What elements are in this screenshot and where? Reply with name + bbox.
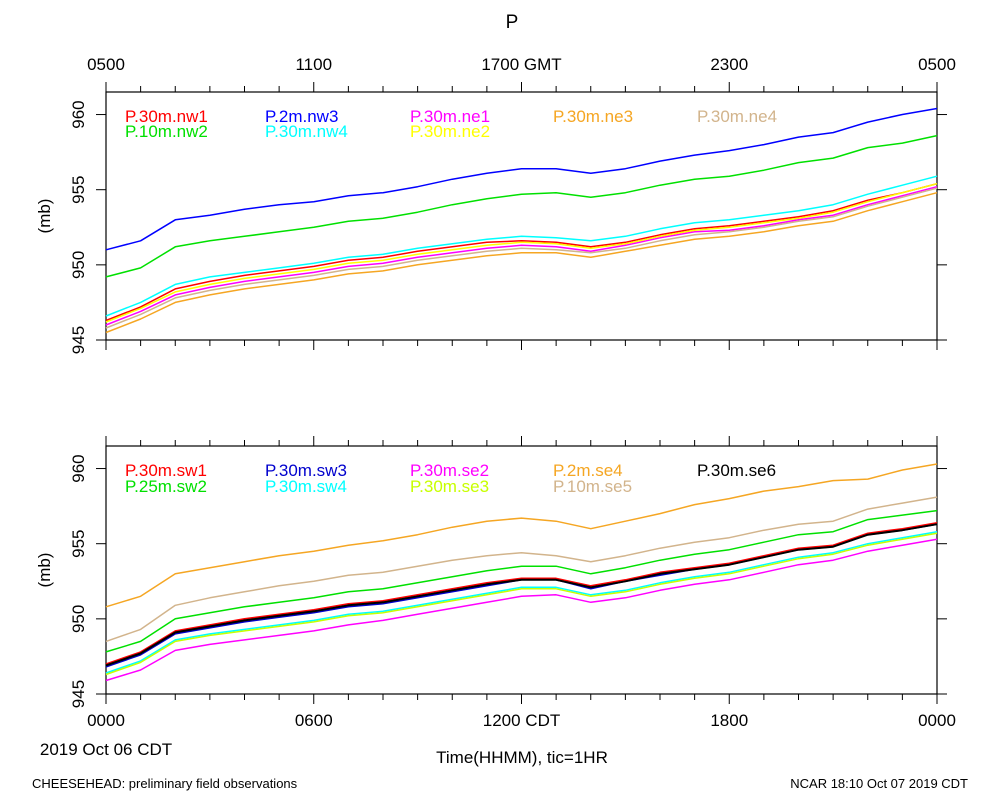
legend-entry-P-30m-se2: P.30m.se2	[410, 461, 489, 480]
top-panel-ylabel: (mb)	[35, 199, 54, 234]
figure-title: P	[506, 12, 519, 33]
series-line-P-2m-se4	[105, 463, 938, 608]
x-axis-label: Time(HHMM), tic=1HR	[436, 748, 608, 767]
cdt-tick-label: 0000	[918, 711, 956, 730]
legend-entry-P-30m-sw4: P.30m.sw4	[265, 477, 347, 496]
gmt-tick-label: 1100	[295, 55, 332, 74]
series-line-P-10m-se5	[105, 496, 938, 643]
cdt-tick-label: 0600	[295, 711, 333, 730]
y-tick-label: 960	[69, 100, 88, 128]
series-line-P-2m-nw3	[105, 107, 938, 251]
bottom-panel-series	[105, 463, 938, 682]
y-tick-label: 945	[69, 326, 88, 354]
y-tick-label: 960	[69, 454, 88, 482]
series-line-P-30m-ne3	[105, 191, 938, 334]
cdt-tick-labels: 0000 0600 1200 CDT 1800 0000	[87, 711, 956, 730]
legend-entry-P-2m-nw3: P.2m.nw3	[265, 107, 338, 126]
top-panel-legend: P.30m.nw1 P.2m.nw3 P.30m.ne1 P.30m.ne3 P.30m…	[125, 107, 777, 141]
series-line-P-30m-nw4	[105, 175, 938, 317]
legend-entry-P-10m-nw2: P.10m.nw2	[125, 122, 208, 141]
legend-entry-P-30m-sw1: P.30m.sw1	[125, 461, 207, 480]
gmt-tick-label: 1700 GMT	[481, 55, 561, 74]
legend-entry-P-30m-nw1: P.30m.nw1	[125, 107, 208, 126]
series-line-P-30m-se3	[105, 532, 938, 676]
top-panel-x-ticks	[105, 82, 938, 350]
cdt-tick-label: 0000	[87, 711, 125, 730]
top-panel: 945 950 955 960 0500 1100 1700 GMT 2300 0500 (m…	[35, 55, 956, 354]
bottom-panel: 945 950 955 960 0000 0600 1200 CDT 1800 0000 (m…	[35, 436, 956, 730]
gmt-tick-label: 0500	[87, 55, 125, 74]
y-tick-label: 950	[69, 251, 88, 279]
bottom-panel-x-ticks	[105, 436, 938, 704]
legend-entry-P-25m-sw2: P.25m.sw2	[125, 477, 207, 496]
gmt-tick-label: 2300	[710, 55, 748, 74]
legend-entry-P-10m-se5: P.10m.se5	[553, 477, 632, 496]
series-line-P-30m-se2	[105, 538, 938, 682]
bottom-panel-legend: P.30m.sw1 P.30m.sw3 P.30m.se2 P.2m.se4 P.30m…	[125, 461, 776, 496]
y-tick-label: 945	[69, 680, 88, 708]
series-line-P-30m-sw1	[105, 521, 938, 665]
legend-entry-P-30m-sw3: P.30m.sw3	[265, 461, 347, 480]
series-line-P-30m-se6	[105, 523, 938, 667]
legend-entry-P-30m-ne3: P.30m.ne3	[553, 107, 633, 126]
series-line-P-30m-sw4	[105, 530, 938, 674]
cdt-tick-label: 1200 CDT	[483, 711, 560, 730]
date-label: 2019 Oct 06 CDT	[40, 740, 172, 759]
gmt-tick-label: 0500	[918, 55, 956, 74]
series-line-P-30m-ne2	[105, 182, 938, 323]
series-line-P-30m-nw1	[105, 182, 938, 322]
legend-entry-P-2m-se4: P.2m.se4	[553, 461, 623, 480]
gmt-tick-labels: 0500 1100 1700 GMT 2300 0500	[87, 55, 956, 74]
top-panel-series	[105, 107, 938, 334]
series-line-P-10m-nw2	[105, 134, 938, 278]
y-tick-label: 955	[69, 530, 88, 558]
legend-entry-P-30m-ne2: P.30m.ne2	[410, 122, 490, 141]
footer-right: NCAR 18:10 Oct 07 2019 CDT	[790, 776, 968, 791]
y-tick-label: 955	[69, 176, 88, 204]
bottom-panel-ylabel: (mb)	[35, 553, 54, 588]
legend-entry-P-30m-nw4: P.30m.nw4	[265, 122, 348, 141]
top-panel-y-ticks: 945 950 955 960	[69, 100, 947, 354]
legend-entry-P-30m-se6: P.30m.se6	[697, 461, 776, 480]
bottom-panel-frame	[105, 445, 938, 695]
legend-entry-P-30m-ne1: P.30m.ne1	[410, 107, 490, 126]
bottom-panel-y-ticks: 945 950 955 960	[69, 454, 947, 708]
series-line-P-25m-sw2	[105, 509, 938, 653]
cdt-tick-label: 1800	[710, 711, 748, 730]
legend-entry-P-30m-se3: P.30m.se3	[410, 477, 489, 496]
legend-entry-P-30m-ne4: P.30m.ne4	[697, 107, 777, 126]
y-tick-label: 950	[69, 605, 88, 633]
footer-left: CHEESEHEAD: preliminary field observatio…	[32, 776, 298, 791]
series-line-P-30m-ne1	[105, 185, 938, 326]
series-line-P-30m-ne4	[105, 187, 938, 329]
